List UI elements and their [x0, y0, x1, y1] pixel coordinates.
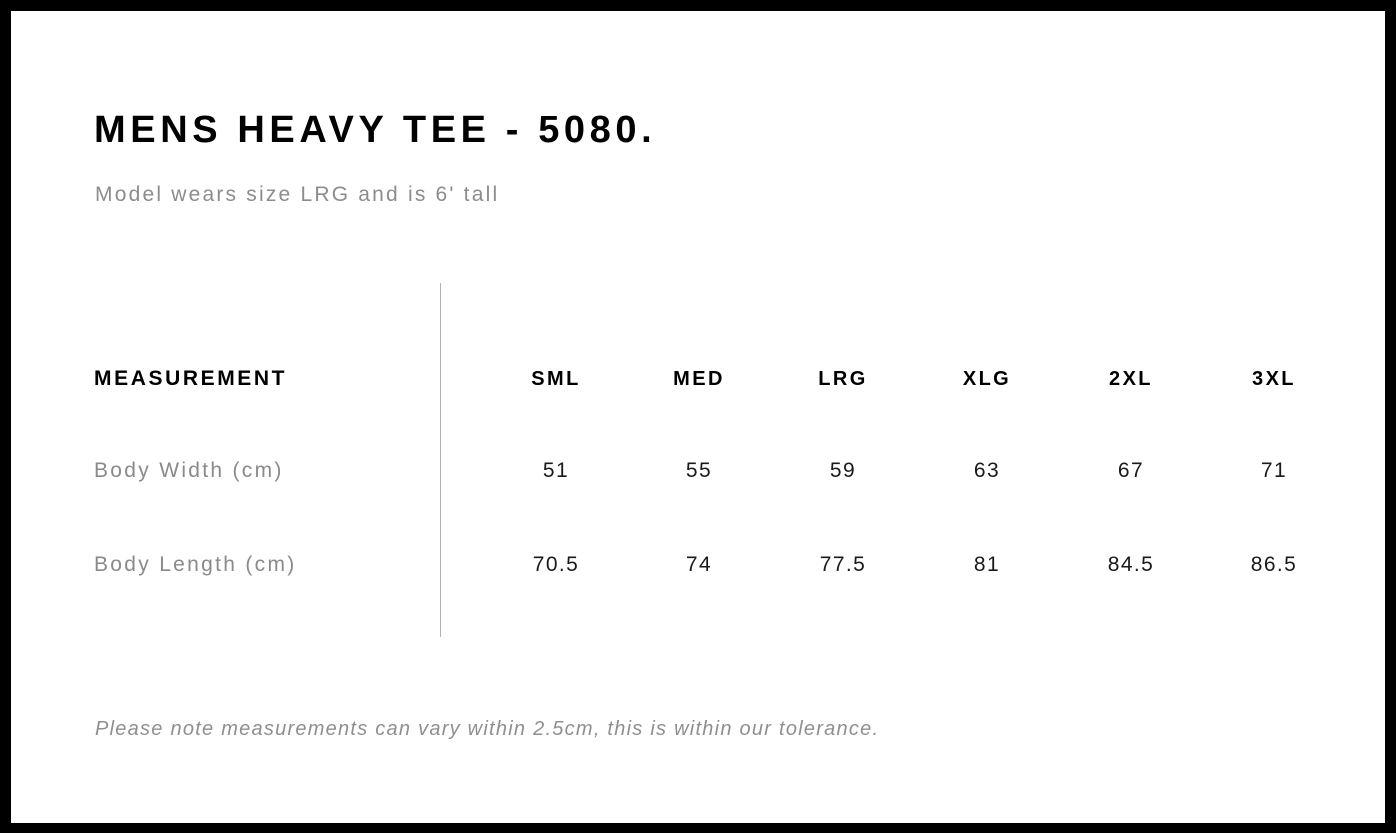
table-row: Body Width (cm) 51 55 59 63 67 71	[11, 448, 1385, 494]
cell-body-width-med: 55	[685, 459, 713, 482]
row-label-body-width: Body Width (cm)	[94, 459, 284, 482]
cell-body-length-2xl: 84.5	[1107, 553, 1155, 576]
cell-body-length-lrg: 77.5	[819, 553, 867, 576]
page-title: MENS HEAVY TEE - 5080.	[94, 109, 657, 151]
cell-body-length-3xl: 86.5	[1250, 553, 1298, 576]
column-header-med: MED	[673, 368, 725, 390]
column-header-3xl: 3XL	[1252, 368, 1296, 390]
size-chart-content: MENS HEAVY TEE - 5080. Model wears size …	[11, 11, 1385, 823]
column-header-lrg: LRG	[818, 368, 868, 390]
column-header-2xl: 2XL	[1109, 368, 1153, 390]
cell-body-width-xlg: 63	[973, 459, 1001, 482]
size-chart-frame: MENS HEAVY TEE - 5080. Model wears size …	[11, 11, 1385, 823]
cell-body-width-3xl: 71	[1260, 459, 1288, 482]
table-vertical-divider	[440, 283, 441, 637]
column-header-measurement: MEASUREMENT	[94, 367, 288, 390]
cell-body-width-sml: 51	[542, 459, 570, 482]
column-header-sml: SML	[531, 368, 581, 390]
row-label-body-length: Body Length (cm)	[94, 553, 297, 576]
table-row: Body Length (cm) 70.5 74 77.5 81 84.5 86…	[11, 542, 1385, 588]
tolerance-footnote: Please note measurements can vary within…	[95, 718, 880, 740]
cell-body-width-2xl: 67	[1117, 459, 1145, 482]
cell-body-length-sml: 70.5	[532, 553, 580, 576]
cell-body-width-lrg: 59	[829, 459, 857, 482]
column-header-xlg: XLG	[962, 368, 1012, 390]
table-header-row: MEASUREMENT SML MED LRG XLG 2XL 3XL	[11, 356, 1385, 402]
cell-body-length-xlg: 81	[973, 553, 1001, 576]
page-subtitle: Model wears size LRG and is 6' tall	[95, 183, 500, 206]
cell-body-length-med: 74	[685, 553, 713, 576]
